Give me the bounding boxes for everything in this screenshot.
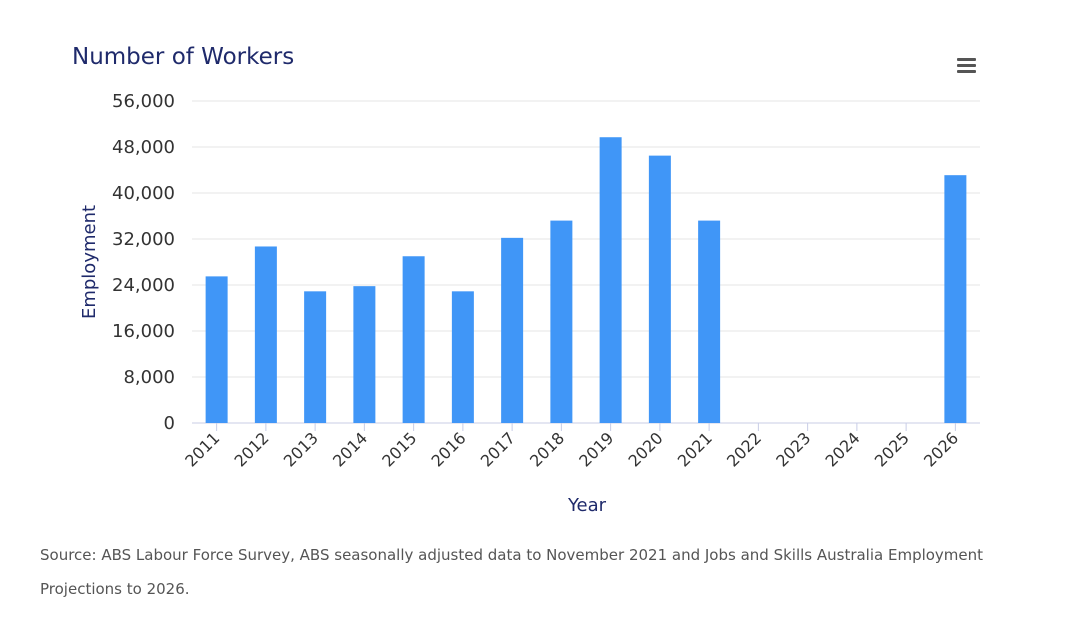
x-tick-label: 2022 <box>723 428 765 470</box>
x-tick-label: 2019 <box>575 428 617 470</box>
bars <box>205 137 967 423</box>
x-tick-label: 2012 <box>230 428 272 470</box>
x-tick-label: 2015 <box>378 428 420 470</box>
y-tick-label: 8,000 <box>123 367 175 388</box>
x-tick-label: 2014 <box>329 428 371 470</box>
x-tick-label: 2025 <box>871 428 913 470</box>
chart-menu-button[interactable] <box>952 54 980 78</box>
bar-chart: 0 8,000 16,000 24,000 32,000 40,000 48,000 56,0… <box>79 91 980 516</box>
x-tick-label: 2023 <box>772 428 814 470</box>
y-tick-label: 0 <box>164 413 175 434</box>
x-tick-label: 2021 <box>674 428 716 470</box>
bar-2016[interactable] <box>451 291 474 423</box>
x-axis-ticks: 2011 2012 2013 2014 2015 2016 2017 2018 2019 2020… <box>181 423 962 471</box>
y-axis-ticks: 0 8,000 16,000 24,000 32,000 40,000 48,000 56,0… <box>112 91 175 434</box>
x-tick-label: 2013 <box>280 428 322 470</box>
source-note: Source: ABS Labour Force Survey, ABS sea… <box>40 546 984 598</box>
bar-2020[interactable] <box>648 155 671 423</box>
x-tick-label: 2017 <box>477 428 519 470</box>
bar-2012[interactable] <box>254 246 277 423</box>
x-tick-label: 2016 <box>427 428 469 470</box>
x-tick-label: 2020 <box>624 428 666 470</box>
bar-2011[interactable] <box>205 276 228 423</box>
bar-2021[interactable] <box>698 220 721 423</box>
bar-2015[interactable] <box>402 256 425 423</box>
y-tick-label: 24,000 <box>112 275 175 296</box>
y-tick-label: 32,000 <box>112 229 175 250</box>
bar-2013[interactable] <box>304 291 327 423</box>
x-tick-label: 2026 <box>920 428 962 470</box>
chart-title: Number of Workers <box>72 44 295 70</box>
y-tick-label: 48,000 <box>112 137 175 158</box>
x-axis-title: Year <box>567 495 607 516</box>
bar-2017[interactable] <box>501 237 524 423</box>
menu-line-icon <box>957 70 976 73</box>
x-tick-label: 2018 <box>526 428 568 470</box>
y-tick-label: 16,000 <box>112 321 175 342</box>
x-tick-label: 2024 <box>821 428 863 470</box>
bar-2018[interactable] <box>550 220 573 423</box>
bar-2026[interactable] <box>944 175 967 423</box>
menu-line-icon <box>957 58 976 61</box>
bar-2019[interactable] <box>599 137 622 423</box>
bar-2014[interactable] <box>353 286 376 423</box>
menu-line-icon <box>957 64 976 67</box>
x-tick-label: 2011 <box>181 428 223 470</box>
y-tick-label: 40,000 <box>112 183 175 204</box>
y-tick-label: 56,000 <box>112 91 175 112</box>
y-axis-title: Employment <box>79 205 100 319</box>
